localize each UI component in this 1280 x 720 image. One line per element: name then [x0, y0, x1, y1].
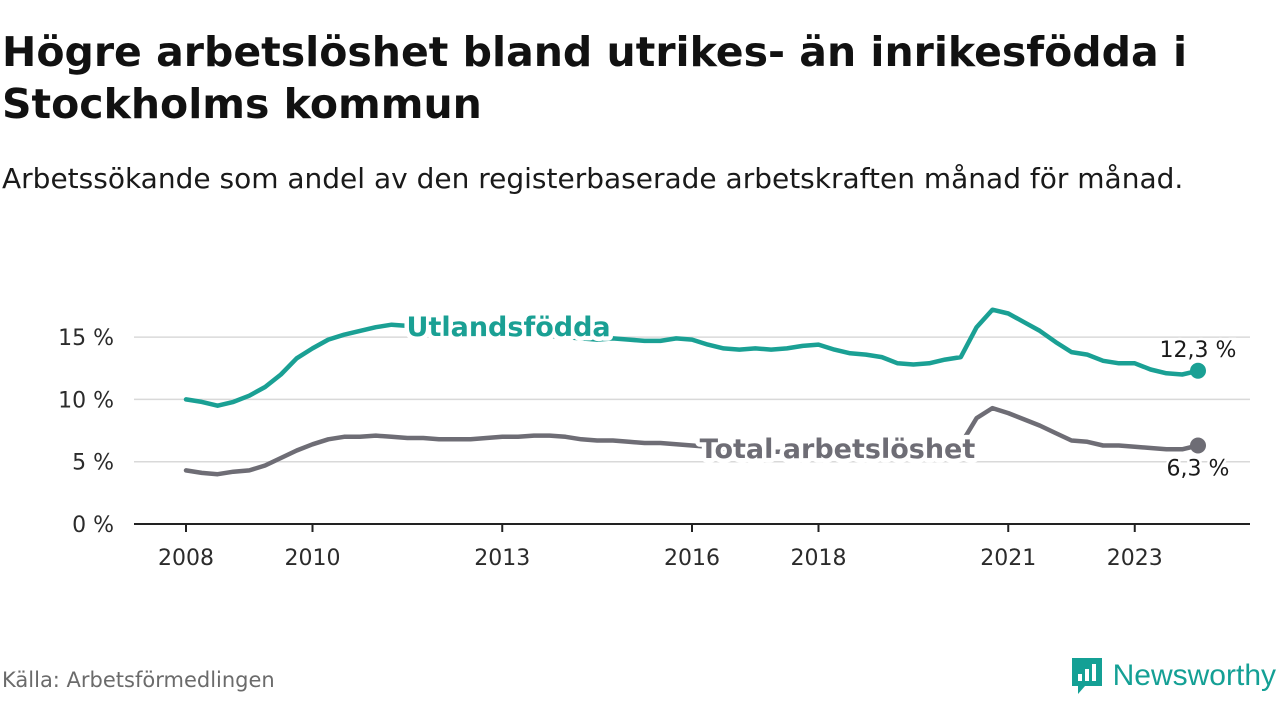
- y-axis-ticks: 0 % 5 % 10 % 15 %: [58, 326, 114, 538]
- x-tick-label: 2018: [791, 546, 847, 571]
- series-annotation-label: Total arbetslöshet: [700, 434, 976, 465]
- y-tick-label: 5 %: [72, 451, 114, 476]
- x-axis-ticks: 2008 2010 2013 2016 2018 2021 2023: [158, 524, 1163, 571]
- source-note: Källa: Arbetsförmedlingen: [2, 668, 275, 692]
- series-annotations: Utlandsfödda Total arbetslöshet: [402, 307, 980, 469]
- x-tick-label: 2010: [285, 546, 341, 571]
- chart-title: Högre arbetslöshet bland utrikes- än inr…: [2, 28, 1187, 128]
- line-chart: 0 %5 %10 %15 % 2008 2010 2013 2016 2018 2021 2…: [58, 307, 1250, 571]
- series-lines: [183, 307, 1206, 477]
- series-annotation-label: Utlandsfödda: [407, 312, 611, 343]
- gridlines: [134, 336, 1250, 463]
- end-value-label: 12,3 %: [1160, 338, 1237, 363]
- y-tick-label: 15 %: [58, 326, 114, 351]
- end-point-marker: [1190, 362, 1206, 379]
- x-tick-label: 2021: [980, 546, 1036, 571]
- chart-subtitle: Arbetssökande som andel av den registerb…: [2, 162, 1184, 195]
- y-tick-label: 0 %: [72, 513, 114, 538]
- y-tick-label: 10 %: [58, 388, 114, 413]
- series-line-utlandsf-dda: [183, 307, 1201, 408]
- series-line-total-arbetsl-shet: [183, 405, 1201, 477]
- x-tick-label: 2008: [158, 546, 214, 571]
- brand-logo: Newsworthy: [1069, 654, 1276, 698]
- x-tick-label: 2013: [474, 546, 530, 571]
- end-value-label: 6,3 %: [1167, 457, 1230, 482]
- end-point-marker: [1190, 437, 1206, 454]
- brand-name: Newsworthy: [1112, 659, 1276, 692]
- x-tick-label: 2016: [664, 546, 720, 571]
- end-labels: 12,3 % 6,3 %: [1157, 335, 1239, 484]
- x-tick-label: 2023: [1107, 546, 1163, 571]
- newsworthy-logo-icon: [1071, 658, 1102, 694]
